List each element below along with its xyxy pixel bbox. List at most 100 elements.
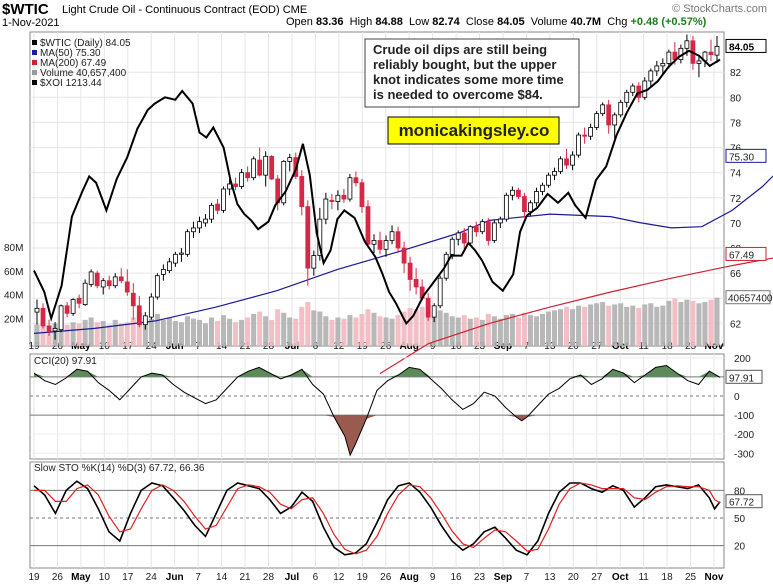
candle-body: [618, 101, 624, 116]
volume-bar: [335, 317, 341, 346]
volume-bar: [281, 312, 287, 346]
legend-swatch: [32, 40, 37, 45]
legend-swatch: [32, 80, 37, 85]
candle-body: [221, 188, 226, 211]
ma200-tag: 67.49: [725, 246, 767, 261]
volume-bar: [570, 309, 576, 346]
candle-body: [497, 218, 503, 224]
volume-tick-label: 20M: [4, 314, 23, 325]
candle-body: [377, 240, 383, 250]
candle-body: [510, 189, 515, 196]
volume-bar: [148, 318, 154, 346]
candle-body: [245, 172, 251, 179]
cci-tag-box: [725, 369, 763, 384]
volume-bar: [305, 302, 311, 346]
volume-bar: [160, 319, 166, 346]
volume-bar: [239, 319, 245, 346]
candle-body: [407, 262, 413, 280]
volume-bar: [82, 319, 88, 346]
candle-body: [64, 305, 70, 314]
candle-body: [485, 221, 491, 241]
volume-bar: [395, 315, 401, 346]
candle-body: [209, 204, 214, 220]
volume-bar: [618, 303, 624, 346]
cci-tick-label: 0: [734, 392, 740, 403]
volume-bar: [467, 318, 473, 346]
annotation-line: reliably bought, but the upper: [373, 57, 556, 72]
candle-body: [564, 158, 569, 166]
x-tick-label-bottom: 27: [591, 572, 603, 583]
sto-panel-frame: [29, 461, 725, 569]
candle-body: [305, 206, 311, 269]
candle-body: [299, 176, 305, 207]
candle-body: [522, 196, 527, 213]
candle-body: [136, 305, 142, 326]
volume-bar: [227, 318, 233, 346]
candle-body: [191, 227, 196, 233]
x-tick-label-bottom: 10: [99, 572, 111, 583]
volume-bar: [154, 313, 160, 346]
candle-body: [570, 154, 575, 166]
volume-bar: [196, 319, 203, 346]
x-tick-label: 13: [544, 341, 556, 352]
volume-bar: [479, 319, 485, 346]
x-tick-label-bottom: Oct: [612, 572, 629, 583]
candle-body: [528, 202, 533, 213]
sto-title: Slow STO %K(14) %D(3) 67.72, 66.36: [34, 463, 205, 474]
candle-body: [425, 297, 431, 318]
volume-bar: [606, 305, 612, 346]
ma50-tag: 75.30: [725, 148, 767, 163]
volume-bar: [293, 318, 299, 346]
cci-tick-label: -200: [734, 430, 754, 441]
x-tick-label-bottom: 25: [685, 572, 697, 583]
ma50-tag-box: [725, 148, 767, 163]
candle-body: [100, 280, 106, 288]
candle-body: [576, 134, 581, 156]
volume-bar: [443, 312, 449, 346]
volume-tick-label: 60M: [4, 267, 23, 278]
x-tick-label-bottom: 17: [122, 572, 134, 583]
candle-body: [413, 279, 419, 288]
candle-body: [76, 297, 82, 304]
cci-tick-label: -300: [734, 449, 754, 460]
candle-body: [353, 177, 359, 184]
x-tick-label-bottom: 6: [313, 572, 319, 583]
volume-bar: [594, 303, 600, 346]
candle-body: [167, 261, 172, 272]
candle-body: [461, 232, 467, 244]
watermark-box: [387, 116, 560, 145]
x-tick-label: 12: [333, 341, 345, 352]
x-tick-label-bottom: 26: [380, 572, 392, 583]
x-tick-label: 6: [313, 341, 319, 352]
volume-bar: [582, 306, 588, 346]
volume-bar: [503, 315, 509, 346]
volume-bar: [275, 309, 281, 346]
x-tick-label-bottom: Jun: [166, 572, 184, 583]
candle-body: [612, 114, 618, 126]
volume-bar: [576, 305, 582, 346]
volume-tag-box: [725, 290, 771, 305]
x-tick-label-bottom: 13: [544, 572, 556, 583]
candle-body: [479, 221, 485, 233]
volume-bar: [142, 321, 148, 346]
volume-bar: [311, 310, 317, 346]
candle-body: [359, 182, 365, 207]
chart-description: Light Crude Oil - Continuous Contract (E…: [62, 4, 307, 16]
candle-body: [118, 276, 124, 282]
volume-bar: [558, 309, 564, 346]
x-tick-label-bottom: 21: [239, 572, 251, 583]
x-tick-label: 7: [195, 341, 201, 352]
candle-body: [516, 189, 521, 197]
candle-body: [401, 247, 407, 264]
candle-body: [666, 51, 672, 64]
sto-tag-box: [725, 494, 763, 509]
high-label: High: [349, 16, 373, 28]
volume-bar: [401, 311, 407, 346]
xoi-line: [33, 49, 721, 326]
volume-bar: [130, 317, 136, 346]
volume-bar: [70, 322, 76, 346]
candle-body: [624, 91, 630, 103]
volume-bar: [588, 304, 594, 346]
cci-value-tag: 97.91: [725, 369, 763, 384]
sto-tag-text: 67.72: [729, 498, 754, 509]
